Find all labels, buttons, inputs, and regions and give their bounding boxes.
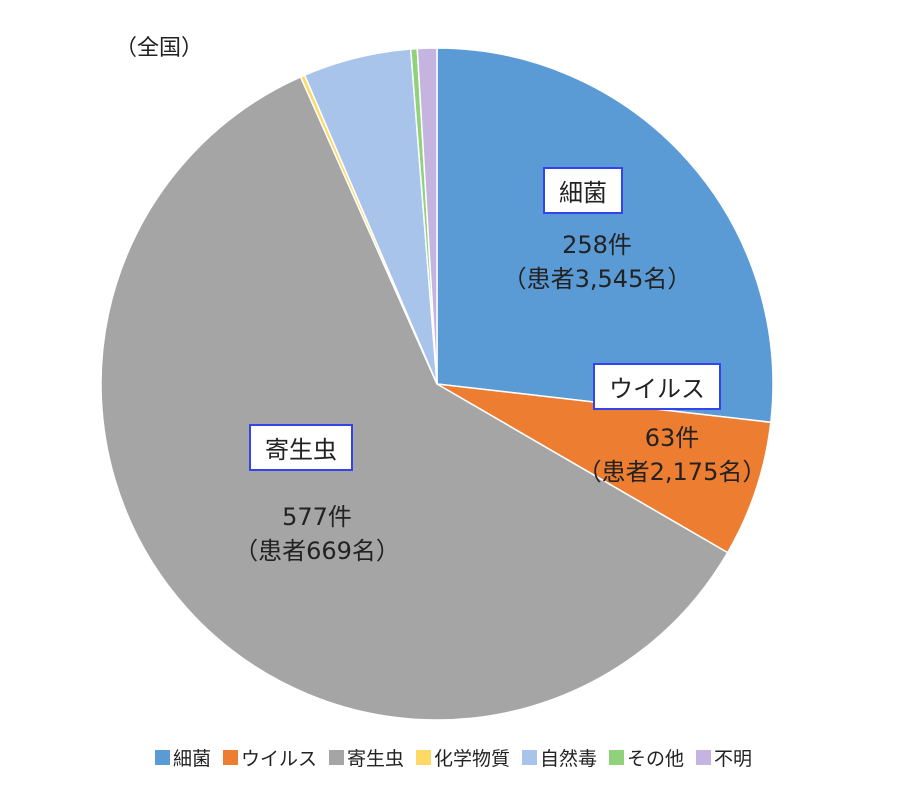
- legend-item: 不明: [696, 744, 752, 771]
- chart-legend: 細菌 ウイルス 寄生虫 化学物質 自然毒 その他 不明: [0, 744, 907, 771]
- slice-count-bacteria: 258件 （患者3,545名）: [503, 228, 692, 296]
- bacteria-patients: （患者3,545名）: [502, 265, 692, 293]
- virus-patients: （患者2,175名）: [577, 458, 767, 486]
- parasite-count: 577件: [282, 503, 352, 531]
- legend-label: 細菌: [172, 748, 211, 770]
- legend-swatch: [222, 750, 238, 765]
- scope-label: （全国）: [115, 36, 204, 61]
- legend-label: ウイルス: [240, 748, 317, 770]
- slice-label-parasite: 寄生虫: [249, 424, 353, 471]
- legend-swatch: [328, 750, 344, 765]
- legend-swatch: [415, 750, 431, 765]
- legend-item: ウイルス: [222, 744, 317, 771]
- slice-label-bacteria: 細菌: [543, 167, 623, 214]
- bacteria-count: 258件: [562, 231, 632, 259]
- legend-item: その他: [609, 744, 684, 771]
- legend-label: 化学物質: [433, 748, 510, 770]
- pie-slice-1: [436, 383, 772, 554]
- legend-swatch: [522, 750, 537, 765]
- legend-swatch: [154, 750, 170, 765]
- pie-slice-6: [416, 47, 438, 385]
- legend-swatch: [609, 750, 625, 765]
- pie-slice-2: [100, 75, 729, 721]
- legend-label: 自然毒: [540, 748, 598, 770]
- virus-count: 63件: [644, 424, 700, 452]
- slice-count-virus: 63件 （患者2,175名）: [578, 421, 767, 489]
- pie-slice-0: [436, 47, 774, 424]
- legend-swatch: [696, 750, 712, 765]
- slice-count-parasite: 577件 （患者669名）: [234, 500, 400, 568]
- legend-item: 細菌: [154, 744, 211, 771]
- legend-label: その他: [627, 748, 685, 770]
- slice-label-virus: ウイルス: [593, 363, 721, 410]
- parasite-patients: （患者669名）: [234, 537, 400, 565]
- legend-item: 自然毒: [522, 744, 597, 771]
- legend-label: 寄生虫: [346, 748, 404, 770]
- legend-item: 寄生虫: [328, 744, 404, 771]
- legend-label: 不明: [714, 748, 753, 770]
- legend-item: 化学物質: [415, 744, 510, 771]
